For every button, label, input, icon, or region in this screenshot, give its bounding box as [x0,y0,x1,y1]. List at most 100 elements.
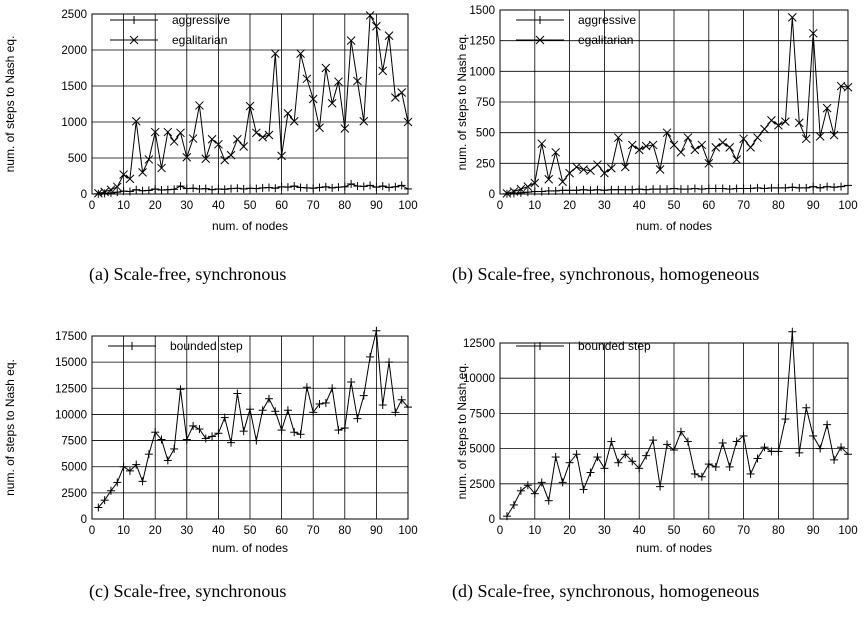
data-point [321,182,330,191]
data-point [252,184,261,193]
x-tick-label: 50 [668,200,681,212]
data-point [544,186,553,195]
data-point [321,398,330,407]
series-line [97,330,409,508]
y-tick-label: 0 [489,514,495,526]
data-point [823,182,832,191]
y-axis-label: num. of steps to Nash eq. [455,363,469,500]
y-tick-label: 1250 [469,36,495,48]
data-point [648,140,658,150]
data-point [366,352,375,361]
x-tick-label: 70 [737,200,750,212]
data-point [551,453,560,462]
data-point [787,13,797,22]
data-point [844,181,852,190]
data-point [516,486,525,495]
data-point [656,185,665,194]
data-point [718,138,728,147]
x-tick-label: 50 [244,200,257,212]
y-tick-label: 750 [476,97,495,109]
data-point [565,458,574,467]
data-point [656,482,665,491]
data-point [830,183,839,192]
data-point [189,421,198,430]
data-point [246,405,254,414]
legend-label: egalitarian [172,33,227,47]
data-point [690,145,700,155]
data-point [112,182,122,192]
data-point [523,188,532,197]
x-tick-label: 80 [772,525,785,537]
data-point [195,425,204,434]
data-point [767,116,776,125]
y-tick-label: 2500 [469,479,495,491]
data-point [201,184,210,193]
data-point [628,185,637,194]
data-point [208,185,217,194]
series-egalitarian [502,13,853,198]
y-tick-label: 1000 [61,117,87,129]
data-point [704,158,714,168]
data-point [711,143,721,152]
data-point [271,407,280,416]
data-point [270,49,280,58]
x-tick-label: 40 [212,525,225,537]
x-tick-label: 60 [702,200,715,212]
data-point [662,128,672,138]
data-point [176,128,185,138]
data-point [600,186,609,195]
data-point [558,186,567,195]
chart-panel-d: 0 10 20 30 40 50 60 70 80 90 100 0 2500 5000 7500 10000… [455,327,858,555]
data-point [220,413,229,422]
plot-frame [499,9,849,195]
data-point [627,140,637,150]
data-point [607,437,616,446]
data-point [372,183,381,192]
data-point [579,165,588,174]
data-point [509,189,518,198]
data-point [628,457,637,466]
y-tick-label: 12500 [55,383,87,395]
data-point [739,431,748,440]
data-point [725,185,734,194]
data-point [378,401,387,410]
legend-label: egalitarian [578,33,633,47]
data-point [530,187,539,196]
data-point [340,182,349,191]
y-tick-label: 10000 [463,373,495,385]
data-point [125,466,134,475]
data-point [346,36,356,45]
series-line [506,184,849,195]
data-point [593,160,602,169]
data-point [676,185,685,194]
y-tick-label: 0 [81,189,87,201]
y-tick-label: 15000 [55,357,87,369]
data-point [170,444,179,453]
legend-label: bounded step [170,339,243,353]
data-point [572,450,581,459]
data-point [347,378,356,387]
data-point [94,503,103,512]
data-point [655,165,665,174]
data-point [385,358,394,367]
data-point [404,184,412,193]
data-point [302,74,312,84]
data-point [315,399,324,408]
data-point [309,184,318,193]
data-point [321,63,331,73]
data-point [404,403,412,412]
data-point [837,443,846,452]
x-tick-label: 40 [633,525,646,537]
data-point [201,434,210,443]
data-point [836,81,846,91]
y-tick-label: 0 [489,189,495,201]
x-tick-label: 30 [180,525,193,537]
x-tick-label: 90 [370,200,383,212]
data-point [119,462,128,471]
legend-entry: aggressive [110,13,230,27]
data-point [614,458,623,467]
x-axis-label: num. of nodes [636,541,712,555]
x-tick-label: 10 [528,525,541,537]
x-tick-label: 0 [497,525,503,537]
data-point [739,184,748,193]
